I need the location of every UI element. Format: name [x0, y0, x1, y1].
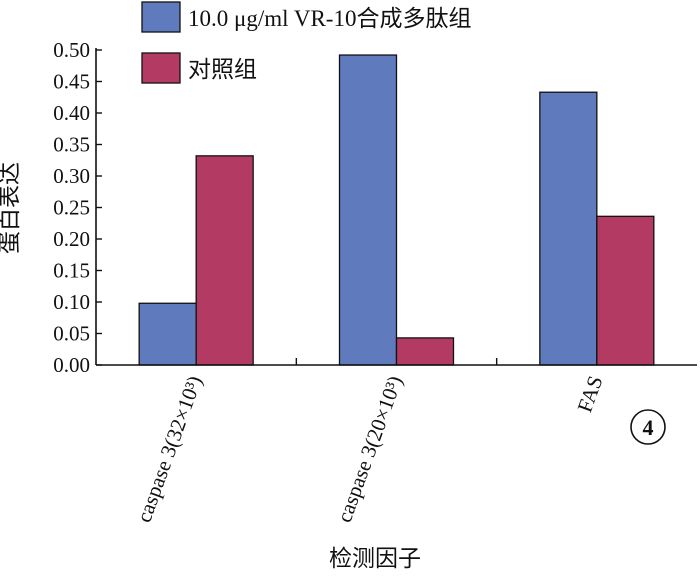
y-tick-label: 0.25 [53, 196, 90, 220]
y-tick-label: 0.30 [53, 164, 90, 188]
bar-series2-cat1 [195, 155, 254, 366]
x-ticks-group: caspase 3(32×10³) caspase 3(20×10³) FAS [132, 358, 608, 525]
legend-label-series1: 10.0 μg/ml VR-10合成多肽组 [188, 6, 471, 31]
bar-series1-cat3 [539, 91, 598, 366]
bar-series2-cat2 [395, 337, 455, 366]
x-tick-label: FAS [572, 373, 607, 416]
bar-series1-cat1 [138, 302, 197, 366]
panel-number-badge: 4 [630, 409, 666, 445]
y-tick-label: 0.15 [53, 259, 90, 283]
y-tick-label: 0.50 [53, 38, 90, 62]
y-tick-label: 0.00 [53, 353, 90, 377]
x-tick-label: caspase 3(20×10³) [332, 373, 407, 526]
y-tick-label: 0.40 [53, 101, 90, 125]
y-tick-label: 0.10 [53, 290, 90, 314]
bar-series2-cat3 [596, 215, 655, 366]
y-ticks-group: 0.00 0.05 0.10 0.15 0.20 0.25 0.30 0.35 0.40 0.45… [53, 38, 102, 377]
y-tick-label: 0.20 [53, 227, 90, 251]
y-tick-label: 0.05 [53, 322, 90, 346]
legend-swatch-series2 [141, 52, 181, 84]
badge-circle [630, 409, 666, 445]
y-tick-label: 0.45 [53, 70, 90, 94]
legend-label-series2: 对照组 [188, 57, 257, 82]
bar-series1-cat2 [338, 54, 398, 366]
badge-number: 4 [643, 415, 654, 440]
x-tick-label: caspase 3(32×10³) [132, 373, 207, 526]
x-axis-title: 检测因子 [329, 546, 421, 571]
legend-swatch-series1 [141, 1, 181, 33]
y-tick-label: 0.35 [53, 133, 90, 157]
bars-group [138, 54, 655, 366]
y-axis-title: 蛋白表达 [0, 162, 22, 254]
